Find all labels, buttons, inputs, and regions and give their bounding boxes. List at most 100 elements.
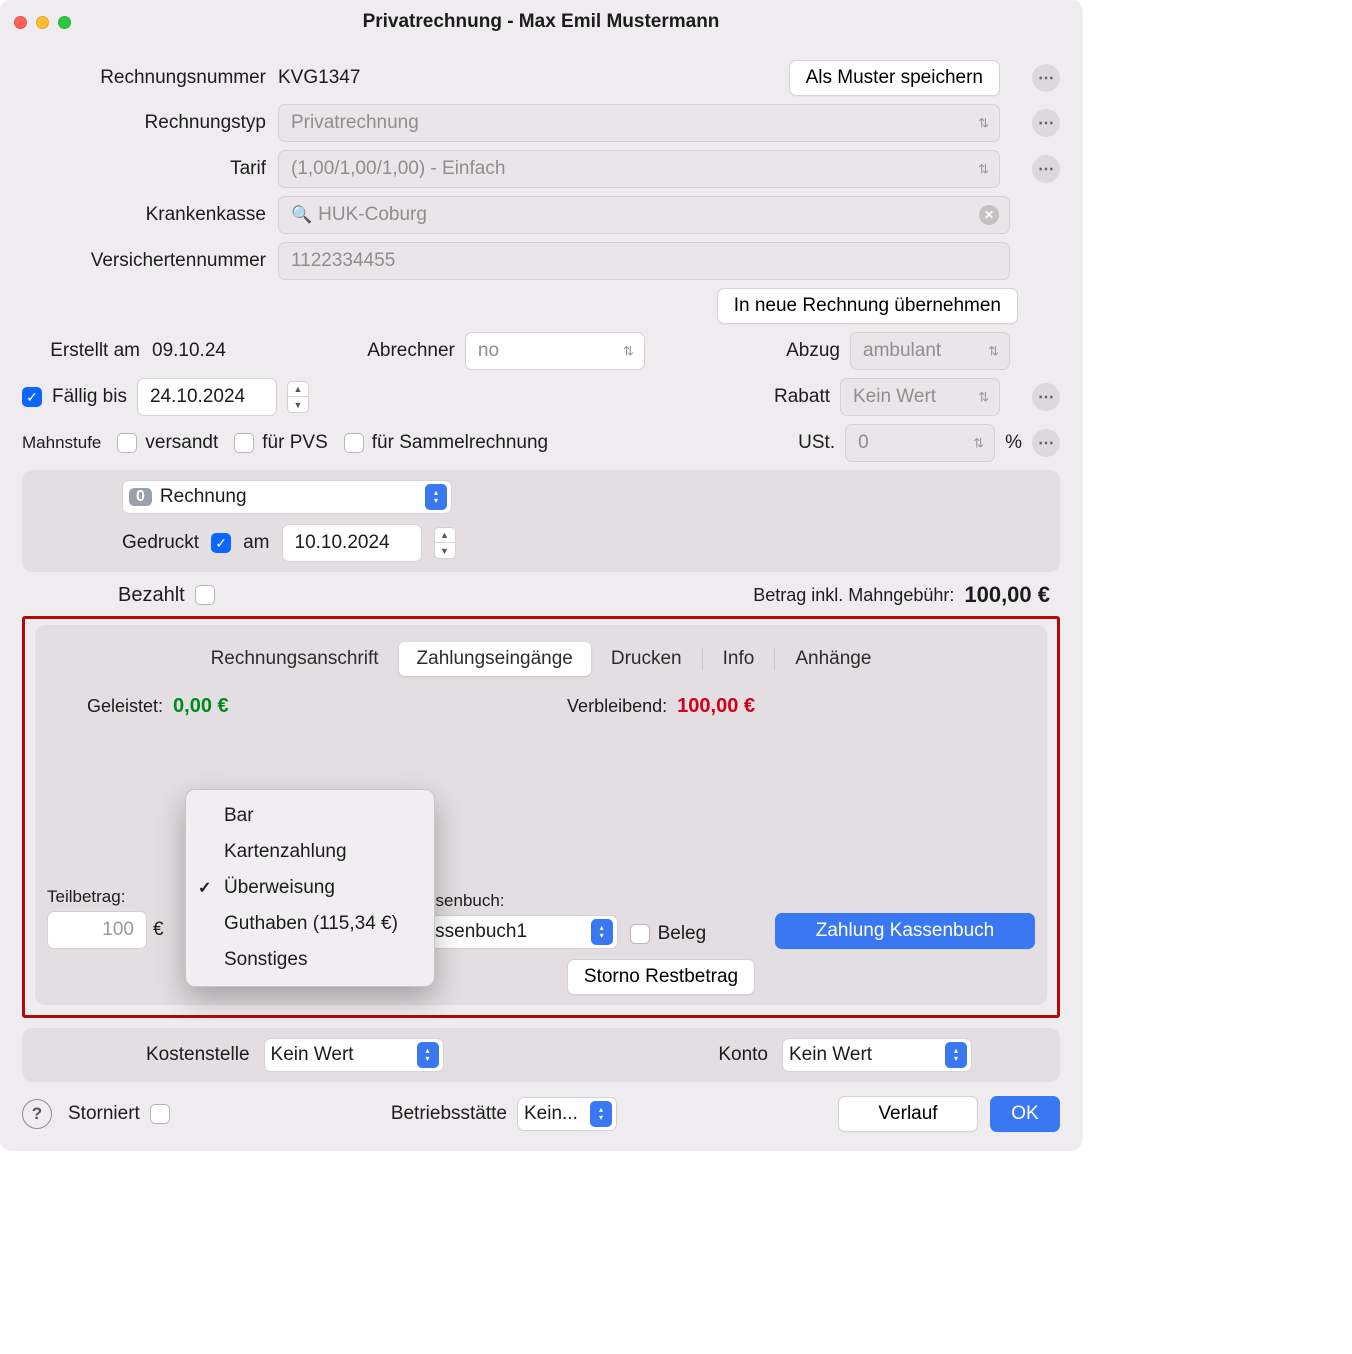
label-rabatt: Rabatt [774,386,830,408]
tab-zahlungseingaenge[interactable]: Zahlungseingänge [399,642,591,676]
label-am: am [243,532,269,554]
search-icon: 🔍 [291,205,312,225]
value-rechnungsnummer: KVG1347 [278,67,779,89]
label-geleistet: Geleistet: [87,696,163,717]
label-betrag: Betrag inkl. Mahngebühr: [753,585,954,606]
storno-restbetrag-button[interactable]: Storno Restbetrag [567,959,755,995]
chevron-updown-icon: ⇅ [978,391,989,404]
label-ust: USt. [798,432,835,454]
input-gedruckt-date[interactable]: 10.10.2024 [282,524,422,562]
select-konto[interactable]: Kein Wert ▴▾ [782,1038,972,1072]
label-mahnstufe: Mahnstufe [22,433,101,453]
select-rabatt[interactable]: Kein Wert ⇅ [840,378,1000,416]
verlauf-button[interactable]: Verlauf [838,1096,978,1132]
option-ueberweisung[interactable]: ✓Überweisung [186,870,434,906]
select-abzug[interactable]: ambulant ⇅ [850,332,1010,370]
chevron-updown-icon: ⇅ [978,117,989,130]
checkbox-versandt[interactable] [117,433,137,453]
label-eur: € [153,919,164,941]
search-krankenkasse[interactable]: 🔍 HUK-Coburg ✕ [278,196,1010,234]
label-tarif: Tarif [22,158,278,180]
label-betriebsstaette: Betriebsstätte [391,1103,507,1125]
stepper-gedruckt[interactable]: ▲▼ [434,527,456,559]
label-konto: Konto [718,1044,768,1066]
chevron-updown-icon: ▴▾ [945,1042,967,1068]
checkbox-sammel[interactable] [344,433,364,453]
chevron-updown-icon: ⇅ [973,437,984,450]
value-betrag: 100,00 € [964,582,1050,608]
chevron-updown-icon: ▴▾ [425,484,447,510]
label-abrechner: Abrechner [367,340,455,362]
tab-anhaenge[interactable]: Anhänge [777,642,889,676]
option-bar[interactable]: Bar [186,798,434,834]
chevron-updown-icon: ▴▾ [591,919,613,945]
label-bezahlt: Bezahlt [118,584,185,607]
label-erstellt: Erstellt am [22,340,140,362]
checkbox-beleg[interactable] [630,924,650,944]
check-icon: ✓ [198,878,211,898]
select-tarif[interactable]: (1,00/1,00/1,00) - Einfach ⇅ [278,150,1000,188]
chevron-updown-icon: ▴▾ [417,1042,439,1068]
select-abrechner[interactable]: no ⇅ [465,332,645,370]
input-teilbetrag[interactable]: 100 [47,911,147,949]
label-rechnungstyp: Rechnungstyp [22,112,278,134]
tab-bar: Rechnungsanschrift Zahlungseingänge Druc… [190,639,893,679]
checkbox-pvs[interactable] [234,433,254,453]
label-gedruckt: Gedruckt [122,532,199,554]
tab-drucken[interactable]: Drucken [593,642,700,676]
checkbox-bezahlt[interactable] [195,585,215,605]
label-faellig: Fällig bis [52,386,127,408]
label-krankenkasse: Krankenkasse [22,204,278,226]
chevron-updown-icon: ▴▾ [590,1101,612,1127]
value-verbleibend: 100,00 € [677,695,755,718]
chevron-updown-icon: ⇅ [623,345,634,358]
checkbox-gedruckt[interactable]: ✓ [211,533,231,553]
more-icon[interactable]: ⋯ [1032,429,1060,457]
checkbox-storniert[interactable] [150,1104,170,1124]
label-teilbetrag: Teilbetrag: [47,887,164,907]
more-icon[interactable]: ⋯ [1032,383,1060,411]
select-kostenstelle[interactable]: Kein Wert ▴▾ [264,1038,444,1072]
label-versandt: versandt [145,432,218,454]
badge-rechnung-count: 0 [129,488,152,506]
option-kartenzahlung[interactable]: Kartenzahlung [186,834,434,870]
checkbox-faellig[interactable]: ✓ [22,387,42,407]
select-kassenbuch[interactable]: assenbuch1 ▴▾ [418,915,618,949]
tab-rechnungsanschrift[interactable]: Rechnungsanschrift [193,642,397,676]
more-icon[interactable]: ⋯ [1032,109,1060,137]
option-guthaben[interactable]: Guthaben (115,34 €) [186,906,434,942]
ok-button[interactable]: OK [990,1096,1060,1132]
input-faellig-date[interactable]: 24.10.2024 [137,378,277,416]
als-muster-button[interactable]: Als Muster speichern [789,60,1000,96]
label-pvs: für PVS [262,432,327,454]
label-percent: % [1005,432,1022,454]
stepper-faellig[interactable]: ▲▼ [287,381,309,413]
help-button[interactable]: ? [22,1099,52,1129]
value-erstellt: 09.10.24 [152,340,226,362]
label-rechnungsnummer: Rechnungsnummer [22,67,278,89]
zahlung-kassenbuch-button[interactable]: Zahlung Kassenbuch [775,913,1035,949]
clear-icon[interactable]: ✕ [979,205,999,225]
chevron-updown-icon: ⇅ [978,163,989,176]
more-icon[interactable]: ⋯ [1032,64,1060,92]
more-icon[interactable]: ⋯ [1032,155,1060,183]
label-sammel: für Sammelrechnung [372,432,548,454]
value-geleistet: 0,00 € [173,695,229,718]
option-sonstiges[interactable]: Sonstiges [186,942,434,978]
label-verbleibend: Verbleibend: [567,696,667,717]
select-betriebsstaette[interactable]: Kein... ▴▾ [517,1097,617,1131]
panel-zahlungen: Rechnungsanschrift Zahlungseingänge Druc… [22,616,1060,1018]
window-title: Privatrechnung - Max Emil Mustermann [0,11,1082,33]
label-versichertennummer: Versichertennummer [22,250,278,272]
label-beleg: Beleg [658,923,707,945]
tab-info[interactable]: Info [705,642,773,676]
label-kostenstelle: Kostenstelle [146,1044,250,1066]
select-rechnung[interactable]: 0 Rechnung ▴▾ [122,480,452,514]
label-kassenbuch: assenbuch: [418,891,618,911]
input-versichertennummer[interactable]: 1122334455 [278,242,1010,280]
dropdown-zahlart: Bar Kartenzahlung ✓Überweisung Guthaben … [185,789,435,987]
uebernehmen-button[interactable]: In neue Rechnung übernehmen [717,288,1018,324]
titlebar: Privatrechnung - Max Emil Mustermann [0,0,1082,44]
select-ust[interactable]: 0 ⇅ [845,424,995,462]
select-rechnungstyp[interactable]: Privatrechnung ⇅ [278,104,1000,142]
